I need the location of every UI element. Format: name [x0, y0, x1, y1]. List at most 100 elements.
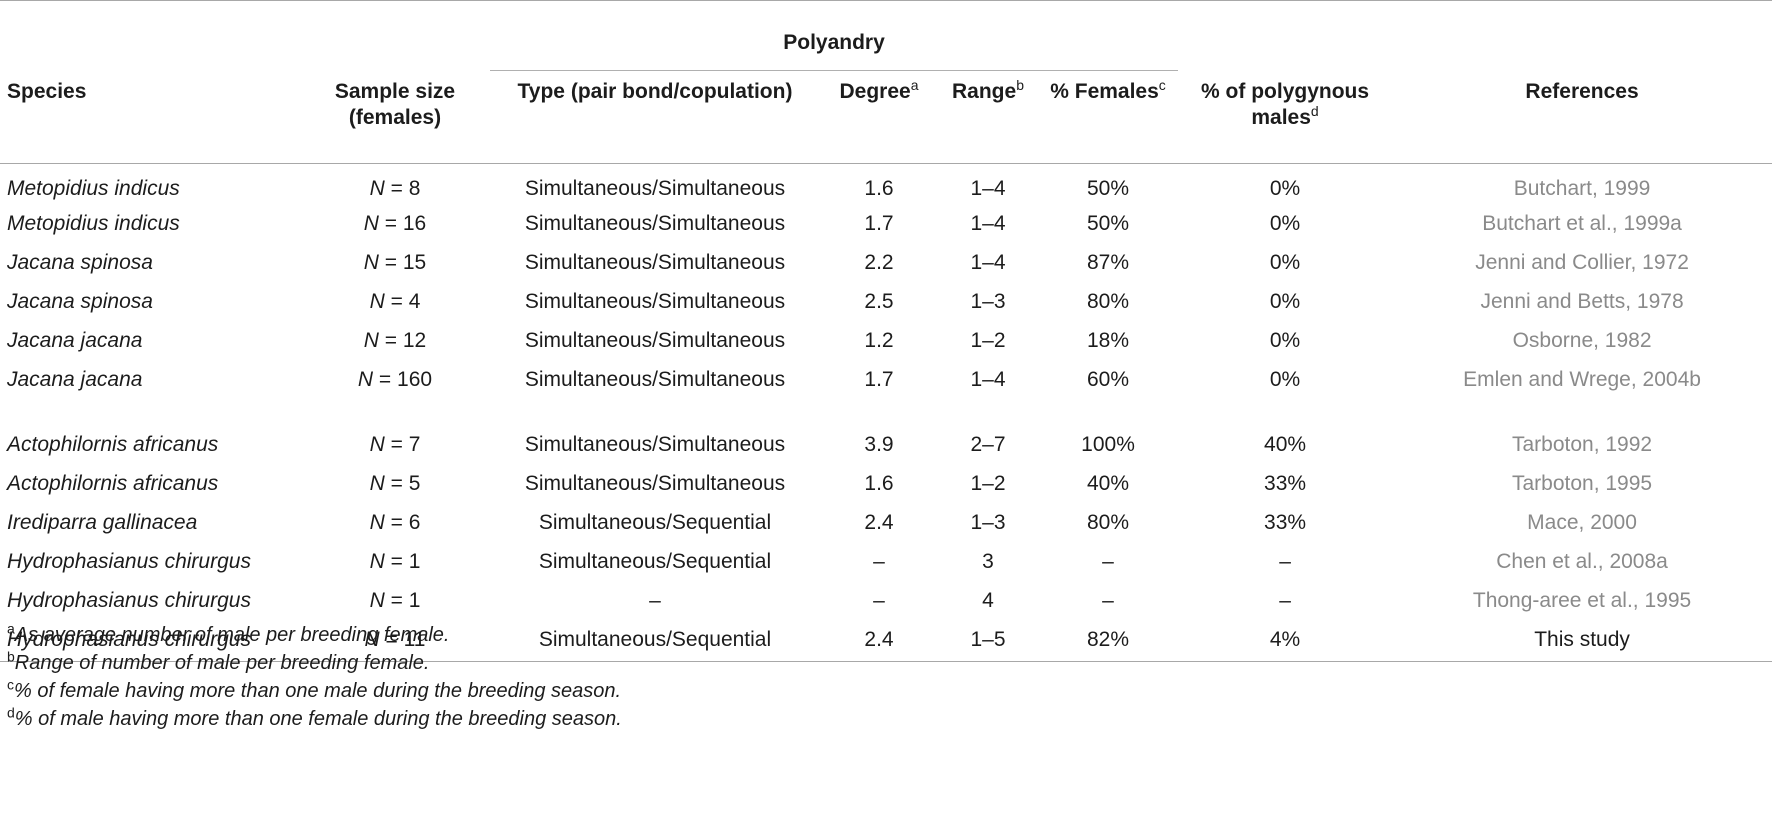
header-sample-size: Sample size (females) [300, 70, 490, 164]
cell-type: Simultaneous/Sequential [538, 550, 772, 573]
cell-species: Actophilornis africanus [7, 433, 219, 456]
cell-type: Simultaneous/Simultaneous [524, 472, 786, 495]
cell-females: 50% [1087, 212, 1130, 235]
polyandry-table-container: Polyandry Species Sample size (females) … [0, 0, 1772, 662]
cell-polygynous: – [1279, 589, 1291, 612]
cell-females: 82% [1038, 623, 1179, 662]
cell-sample-size: N = 1 [300, 584, 490, 623]
cell-females: 87% [1087, 251, 1130, 274]
cell-species: Metopidius indicus [7, 177, 180, 200]
cell-reference: Butchart, 1999 [1513, 177, 1651, 200]
table-body: Metopidius indicus N = 8 Simultaneous/Simu… [0, 164, 1772, 662]
cell-species: Jacana spinosa [7, 251, 153, 274]
cell-polygynous: 0% [1269, 177, 1301, 200]
cell-reference: Chen et al., 2008a [1496, 550, 1668, 573]
polyandry-table: Polyandry Species Sample size (females) … [0, 0, 1772, 662]
sample-value: = 12 [378, 329, 427, 352]
cell-range: 1–4 [970, 177, 1006, 200]
cell-degree: 1.7 [864, 368, 894, 391]
table-header: Polyandry Species Sample size (females) … [0, 0, 1772, 164]
cell-sample-size: N = 1 [300, 545, 490, 584]
cell-range: 1–4 [970, 251, 1006, 274]
sample-value: = 8 [384, 177, 421, 200]
cell-degree: 1.6 [864, 472, 894, 495]
cell-reference: Osborne, 1982 [1512, 329, 1652, 352]
cell-sample-size: N = 8 [300, 164, 490, 208]
cell-type: Simultaneous/Sequential [538, 511, 772, 534]
header-range: Rangeb [938, 70, 1038, 164]
sample-n-symbol: N [369, 511, 385, 534]
sample-n-symbol: N [364, 628, 380, 651]
header-degree-footnote-mark: a [910, 77, 919, 93]
cell-reference: Jenni and Collier, 1972 [1475, 251, 1689, 274]
cell-species: Jacana spinosa [7, 290, 153, 313]
sample-value: = 4 [384, 290, 421, 313]
header-polygynous-label: % of polygynous males [1201, 79, 1370, 129]
header-spacer [300, 0, 490, 71]
cell-degree: – [873, 550, 885, 573]
cell-range: 1–3 [970, 511, 1006, 534]
cell-type: Simultaneous/Simultaneous [524, 212, 786, 235]
table-footnotes: aAs average number of male per breeding … [7, 621, 622, 733]
cell-range: 4 [982, 589, 994, 612]
cell-females: 60% [1087, 368, 1130, 391]
sample-n-symbol: N [369, 550, 385, 573]
footnote-text: As average number of male per breeding f… [14, 624, 450, 646]
cell-type: Simultaneous/Simultaneous [524, 251, 786, 274]
cell-range: 1–5 [938, 623, 1038, 662]
header-polygynous-footnote-mark: d [1310, 102, 1319, 119]
sample-value: = 6 [384, 511, 421, 534]
header-females-label: % Females [1050, 80, 1159, 103]
table-row: Metopidius indicus N = 16 Simultaneous/Sim… [0, 207, 1772, 246]
table-row: Hydrophasianus chirurgus N = 11 Simultaneo… [0, 623, 1772, 662]
cell-sample-size: N = 11 [300, 623, 490, 662]
cell-sample-size: N = 160 [300, 363, 490, 428]
cell-reference: Butchart et al., 1999a [1482, 212, 1682, 235]
table-row: Metopidius indicus N = 8 Simultaneous/Simu… [0, 164, 1772, 208]
cell-degree: – [873, 589, 885, 612]
sample-n-symbol: N [363, 251, 379, 274]
cell-type: Simultaneous/Simultaneous [524, 290, 786, 313]
cell-reference: Jenni and Betts, 1978 [1480, 290, 1684, 313]
cell-species: Hydrophasianus chirurgus [7, 550, 251, 573]
cell-degree: 2.4 [820, 623, 938, 662]
table-row: Jacana spinosa N = 4 Simultaneous/Simultan… [0, 285, 1772, 324]
cell-females: 80% [1087, 290, 1130, 313]
cell-females: 18% [1087, 329, 1130, 352]
cell-sample-size: N = 5 [300, 467, 490, 506]
header-females: % Femalesc [1038, 70, 1179, 164]
sample-value: = 160 [373, 368, 433, 391]
sample-n-symbol: N [363, 212, 379, 235]
cell-polygynous: 0% [1269, 212, 1301, 235]
header-range-label: Range [952, 80, 1017, 103]
cell-females: 80% [1087, 511, 1130, 534]
cell-type: Simultaneous/Simultaneous [524, 329, 786, 352]
cell-degree: 1.7 [864, 212, 894, 235]
footnote-mark: b [7, 648, 15, 665]
cell-reference: Mace, 2000 [1527, 511, 1637, 534]
cell-sample-size: N = 4 [300, 285, 490, 324]
footnote-text: % of male having more than one female du… [14, 708, 622, 730]
cell-sample-size: N = 15 [300, 246, 490, 285]
cell-reference: Tarboton, 1995 [1511, 472, 1653, 495]
footnote-mark: d [7, 704, 15, 721]
header-polygynous: % of polygynous malesd [1178, 70, 1393, 164]
footnote-text: % of female having more than one male du… [14, 680, 622, 702]
cell-species: Metopidius indicus [7, 212, 180, 235]
cell-range: 1–4 [970, 212, 1006, 235]
sample-n-symbol: N [369, 290, 385, 313]
cell-species: Jacana jacana [7, 368, 143, 391]
footnote: d% of male having more than one female d… [7, 705, 622, 733]
sample-n-symbol: N [357, 368, 374, 391]
cell-range: 1–2 [970, 329, 1006, 352]
cell-females: – [1102, 589, 1114, 612]
table-row: Irediparra gallinacea N = 6 Simultaneous/S… [0, 506, 1772, 545]
cell-species: Hydrophasianus chirurgus [0, 623, 300, 662]
table-row: Hydrophasianus chirurgus N = 1 – – 4 – – Thong-… [0, 584, 1772, 623]
cell-sample-size: N = 12 [300, 324, 490, 363]
table-row: Jacana jacana N = 12 Simultaneous/Simultan… [0, 324, 1772, 363]
cell-polygynous: 0% [1269, 329, 1301, 352]
cell-polygynous: 33% [1264, 511, 1307, 534]
cell-reference: Emlen and Wrege, 2004b [1463, 368, 1701, 391]
sample-value: = 1 [384, 589, 421, 612]
